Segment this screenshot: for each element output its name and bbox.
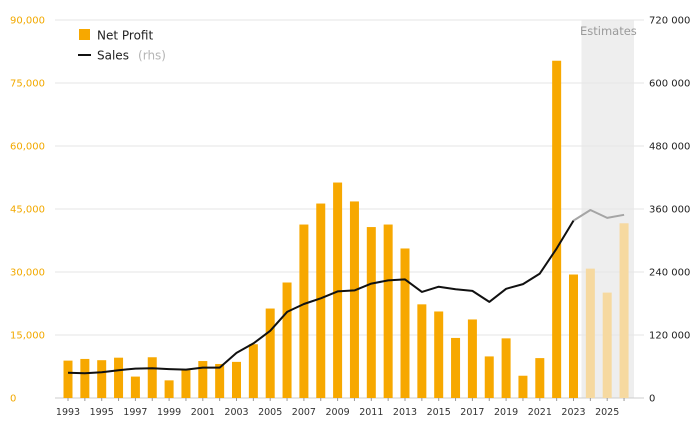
estimates-label: Estimates [580, 24, 637, 38]
net-profit-bar-2015 [434, 311, 444, 398]
net-profit-bars [63, 60, 629, 399]
net-profit-bar-2000 [181, 369, 191, 398]
x-tick-label: 2013 [393, 407, 417, 418]
x-tick-label: 1999 [157, 407, 181, 418]
right-tick-label: 0 [649, 394, 655, 405]
net-profit-bar-1999 [164, 380, 174, 398]
x-tick-label: 2017 [460, 407, 484, 418]
net-profit-bar-2001 [198, 361, 208, 398]
net-profit-bar-1994 [80, 358, 90, 398]
net-profit-bar-1997 [130, 376, 140, 398]
net-profit-bar-2013 [400, 248, 410, 398]
right-tick-label: 480 000 [649, 142, 690, 153]
right-tick-label: 120 000 [649, 331, 690, 342]
x-tick-label: 2021 [528, 407, 552, 418]
x-tick-label: 2001 [191, 407, 215, 418]
legend-sales-label: Sales (rhs) [97, 45, 166, 64]
x-tick-label: 2015 [427, 407, 451, 418]
legend-net-profit-swatch [79, 29, 90, 40]
right-tick-label: 600 000 [649, 79, 690, 90]
net-profit-bar-2009 [333, 182, 343, 398]
x-tick-label: 2009 [326, 407, 350, 418]
net-profit-bar-2021 [535, 358, 545, 398]
net-profit-bar-2022 [552, 60, 562, 399]
x-tick-label: 2011 [359, 407, 383, 418]
right-tick-label: 720 000 [649, 16, 690, 27]
net-profit-bar-2024 [585, 268, 595, 398]
x-tick-label: 2025 [595, 407, 619, 418]
net-profit-bar-2011 [366, 227, 376, 398]
x-axis: 1993 1995 1997 1999 2001 2003 2005 2007 2009 2011… [56, 398, 625, 418]
legend: Net Profit Sales (rhs) [78, 29, 166, 64]
right-tick-label: 360 000 [649, 205, 690, 216]
left-tick-label: 15,000 [10, 331, 45, 342]
x-tick-label: 2023 [561, 407, 585, 418]
net-profit-bar-2018 [484, 356, 494, 398]
net-profit-bar-2002 [215, 363, 225, 398]
net-profit-bar-2023 [569, 274, 578, 398]
net-profit-bar-2003 [232, 361, 241, 398]
net-profit-bar-2010 [349, 201, 359, 398]
x-tick-label: 1997 [123, 407, 147, 418]
legend-net-profit-label: Net Profit [97, 29, 153, 43]
left-tick-label: 60,000 [10, 142, 45, 153]
net-profit-bar-2017 [467, 319, 477, 398]
legend-sales-name: Sales [97, 49, 129, 63]
net-profit-bar-1996 [114, 357, 124, 398]
right-tick-label: 240 000 [649, 268, 690, 279]
sales-line-estimates [572, 209, 625, 222]
x-tick-label: 2005 [258, 407, 282, 418]
net-profit-bar-2025 [602, 292, 612, 398]
right-axis: 0 120 000 240 000 360 000 480 000 600 000 720 … [649, 16, 690, 405]
net-profit-bar-2004 [248, 344, 258, 398]
net-profit-bar-2026 [619, 223, 629, 398]
left-tick-label: 45,000 [10, 205, 45, 216]
sales-line [67, 209, 625, 375]
net-profit-bar-2016 [451, 337, 461, 398]
net-profit-bar-2008 [316, 203, 326, 398]
net-profit-bar-2020 [518, 375, 528, 398]
x-tick-label: 2019 [494, 407, 518, 418]
sales-line-actual [67, 220, 575, 375]
net-profit-bar-2007 [299, 224, 309, 398]
x-tick-label: 2007 [292, 407, 316, 418]
left-tick-label: 90,000 [10, 16, 45, 27]
net-profit-bar-2012 [383, 224, 393, 398]
x-tick-label: 2003 [224, 407, 248, 418]
net-profit-bar-1995 [97, 360, 107, 398]
x-tick-label: 1995 [90, 407, 114, 418]
x-tick-label: 1993 [56, 407, 80, 418]
left-tick-label: 75,000 [10, 79, 45, 90]
net-profit-bar-1993 [63, 360, 73, 398]
left-axis: 0 15,000 30,000 45,000 60,000 75,000 90,000 [10, 16, 45, 405]
net-profit-bar-2019 [501, 338, 511, 398]
net-profit-bar-2006 [282, 282, 292, 398]
left-tick-label: 30,000 [10, 268, 45, 279]
net-profit-bar-1998 [147, 357, 157, 398]
left-tick-label: 0 [10, 394, 16, 405]
net-profit-bar-2005 [265, 308, 275, 398]
net-profit-bar-2014 [417, 304, 427, 398]
legend-sales-suffix: (rhs) [138, 49, 166, 63]
